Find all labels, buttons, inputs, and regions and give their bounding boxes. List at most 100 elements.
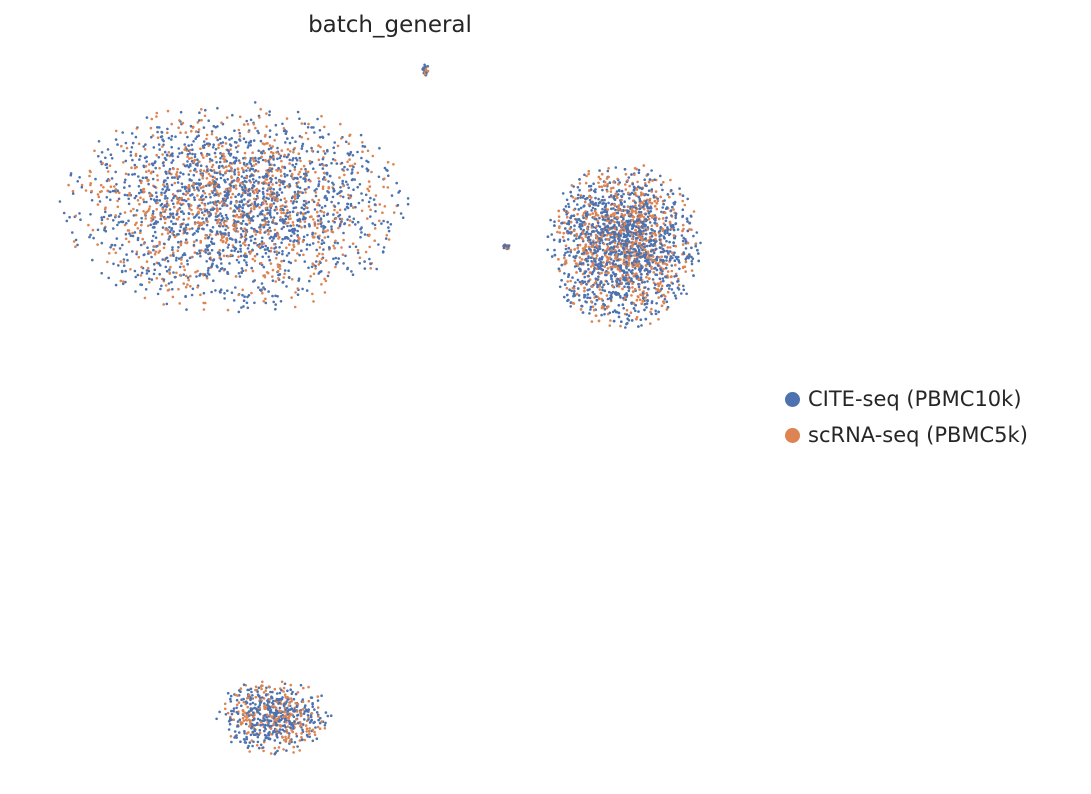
point-cite-seq [216,138,219,142]
point-cite-seq [599,260,603,264]
point-scrna-seq [226,308,230,312]
point-cite-seq [238,203,241,207]
point-scrna-seq [172,251,175,254]
point-cite-seq [152,146,156,149]
point-cite-seq [593,293,596,296]
point-cite-seq [639,230,643,234]
point-scrna-seq [178,119,181,122]
point-cite-seq [304,167,307,171]
point-cite-seq [134,194,138,198]
point-scrna-seq [670,275,673,278]
point-cite-seq [208,257,212,260]
point-cite-seq [369,262,372,266]
point-scrna-seq [252,122,256,126]
point-cite-seq [666,284,669,288]
point-cite-seq [198,178,201,182]
point-cite-seq [218,137,222,141]
point-cite-seq [205,274,208,278]
point-scrna-seq [336,144,340,148]
point-cite-seq [634,232,638,235]
point-cite-seq [387,226,390,229]
point-cite-seq [603,312,606,316]
point-cite-seq [273,250,277,254]
point-cite-seq [667,287,671,290]
point-scrna-seq [178,302,181,305]
point-cite-seq [71,192,75,195]
point-scrna-seq [200,173,203,177]
point-cite-seq [219,142,222,145]
point-cite-seq [653,286,656,290]
point-scrna-seq [581,214,585,217]
point-cite-seq [594,241,598,244]
point-scrna-seq [652,271,656,274]
point-cite-seq [318,136,322,139]
point-cite-seq [180,182,184,185]
point-scrna-seq [312,218,315,221]
point-scrna-seq [330,230,334,233]
point-cite-seq [676,280,679,283]
point-cite-seq [560,279,563,282]
point-cite-seq [316,219,320,222]
point-cite-seq [268,237,272,240]
point-scrna-seq [645,256,649,259]
point-scrna-seq [658,282,662,285]
point-cite-seq [583,173,586,177]
point-scrna-seq [153,252,157,256]
point-cite-seq [316,236,320,239]
point-scrna-seq [150,170,154,174]
point-scrna-seq [293,168,297,171]
point-cite-seq [288,183,291,186]
point-cite-seq [191,287,195,291]
point-scrna-seq [597,181,600,185]
point-scrna-seq [160,193,163,197]
point-cite-seq [591,230,594,233]
point-cite-seq [129,150,133,154]
point-scrna-seq [317,222,320,226]
point-cite-seq [360,231,363,234]
point-scrna-seq [285,246,288,250]
point-cite-seq [631,182,634,186]
point-cite-seq [152,262,156,266]
point-cite-seq [212,242,216,245]
point-cite-seq [668,250,672,253]
point-cite-seq [356,150,359,154]
point-cite-seq [650,169,653,172]
point-scrna-seq [229,196,233,199]
point-cite-seq [191,152,194,156]
point-cite-seq [646,173,650,176]
point-cite-seq [114,170,117,174]
point-cite-seq [615,190,619,193]
point-cite-seq [636,253,640,256]
point-cite-seq [282,221,285,225]
point-cite-seq [139,229,142,232]
point-scrna-seq [619,324,622,328]
point-cite-seq [293,165,297,169]
point-cite-seq [209,195,212,199]
point-scrna-seq [588,189,591,192]
point-cite-seq [197,130,200,134]
point-scrna-seq [206,220,209,224]
point-scrna-seq [333,208,336,212]
point-scrna-seq [308,159,312,163]
point-cite-seq [100,151,104,154]
point-scrna-seq [609,233,612,236]
point-cite-seq [199,195,203,199]
point-cite-seq [236,220,239,224]
point-cite-seq [367,200,371,204]
point-scrna-seq [158,240,161,244]
point-cite-seq [605,269,608,273]
point-cite-seq [337,257,341,260]
point-cite-seq [122,149,125,153]
point-cite-seq [250,266,253,270]
point-scrna-seq [572,229,576,232]
point-scrna-seq [349,196,352,199]
point-cite-seq [246,146,250,149]
point-cite-seq [619,267,622,271]
point-cite-seq [274,294,277,298]
point-cite-seq [386,169,389,172]
point-scrna-seq [214,212,218,215]
point-cite-seq [262,225,266,229]
point-scrna-seq [263,198,266,202]
point-cite-seq [235,205,238,209]
point-cite-seq [174,275,177,279]
